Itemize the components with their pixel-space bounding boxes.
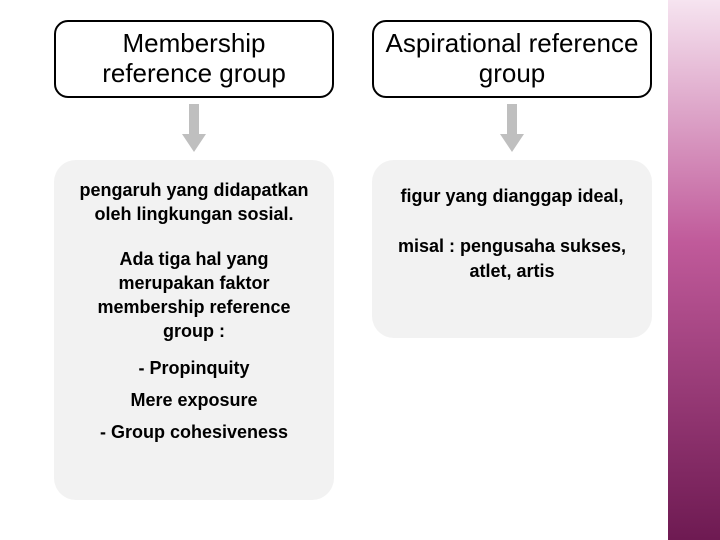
membership-p1: pengaruh yang didapatkan oleh lingkungan… bbox=[70, 178, 318, 227]
header-membership: Membership reference group bbox=[54, 20, 334, 98]
body-aspirational: figur yang dianggap ideal, misal : pengu… bbox=[372, 160, 652, 338]
aspirational-p1: figur yang dianggap ideal, bbox=[388, 184, 636, 208]
membership-li1: - Propinquity bbox=[70, 356, 318, 380]
header-aspirational: Aspirational reference group bbox=[372, 20, 652, 98]
body-membership: pengaruh yang didapatkan oleh lingkungan… bbox=[54, 160, 334, 500]
header-membership-label: Membership reference group bbox=[64, 29, 324, 89]
accent-strip bbox=[668, 0, 720, 540]
membership-p2: Ada tiga hal yang merupakan faktor membe… bbox=[70, 247, 318, 344]
arrow-down-icon bbox=[500, 104, 524, 152]
aspirational-p2: misal : pengusaha sukses, atlet, artis bbox=[388, 234, 636, 283]
membership-li2: Mere exposure bbox=[70, 388, 318, 412]
arrow-down-icon bbox=[182, 104, 206, 152]
membership-li3: - Group cohesiveness bbox=[70, 420, 318, 444]
header-aspirational-label: Aspirational reference group bbox=[382, 29, 642, 89]
